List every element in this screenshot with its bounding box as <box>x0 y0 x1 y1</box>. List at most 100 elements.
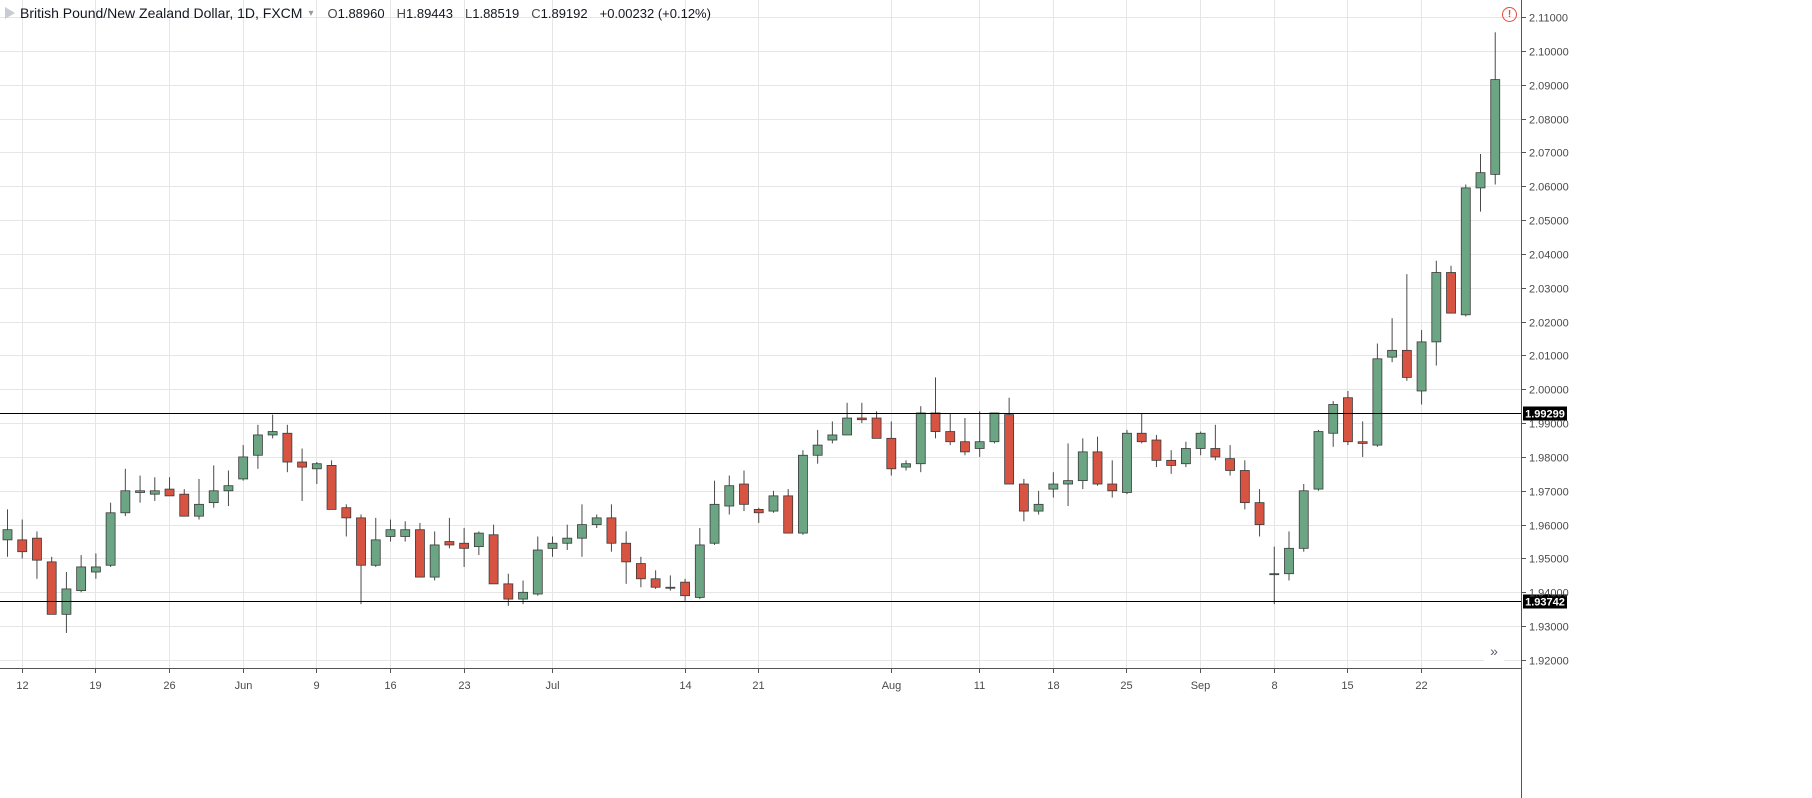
candle-body <box>194 503 204 517</box>
candle <box>518 580 528 605</box>
candle-body <box>120 490 131 514</box>
candle <box>1446 265 1456 314</box>
candle <box>370 517 381 567</box>
horizontal-lines[interactable]: 1.99299 1.93742 <box>0 406 1567 609</box>
time-tick-label: Jul <box>545 680 559 692</box>
candle <box>341 504 352 537</box>
candle-body <box>444 541 455 546</box>
candle <box>503 573 514 606</box>
time-tick-label: 15 <box>1341 680 1353 692</box>
candle-body <box>32 537 42 561</box>
candle-body <box>753 509 764 514</box>
chevron-down-icon[interactable]: ▾ <box>308 7 314 19</box>
candle <box>1048 472 1059 498</box>
candle <box>1387 318 1398 363</box>
candle-body <box>253 434 263 456</box>
candle-body <box>1372 358 1383 446</box>
price-tick-label: 2.03000 <box>1529 284 1569 296</box>
candle <box>135 475 145 503</box>
price-axis[interactable]: 2.11000 2.10000 2.09000 2.08000 2.07000 2.060… <box>1521 0 1569 798</box>
candle <box>488 524 499 585</box>
candle-body <box>665 586 676 589</box>
double-chevron-right-icon[interactable]: » <box>1481 639 1507 665</box>
candle <box>1004 397 1015 485</box>
candle <box>473 531 484 556</box>
candle <box>635 556 646 588</box>
candle-body <box>1416 341 1427 392</box>
horizontal-line-price-label: 1.99299 <box>1525 409 1565 421</box>
candle-body <box>945 431 956 443</box>
candle-body <box>1063 480 1073 485</box>
candle <box>562 524 573 551</box>
candle <box>783 489 794 534</box>
candle-body <box>1004 414 1015 485</box>
price-tick-label: 2.11000 <box>1529 13 1568 25</box>
candle <box>238 445 249 481</box>
candle <box>989 412 1000 444</box>
candle-body <box>1343 397 1353 443</box>
price-tick-label: 2.01000 <box>1529 351 1569 363</box>
candle-body <box>1018 483 1029 512</box>
time-tick-label: 26 <box>163 680 175 692</box>
candle-body <box>1033 503 1044 512</box>
candle-body <box>267 431 278 436</box>
candle-body <box>370 539 381 566</box>
candle-body <box>1136 432 1147 443</box>
candle <box>164 477 175 497</box>
candle-body <box>1092 451 1103 485</box>
candle <box>650 570 661 589</box>
price-tick-label: 1.99000 <box>1529 419 1569 431</box>
time-tick-label: 22 <box>1415 680 1427 692</box>
candle <box>1460 184 1471 317</box>
candle <box>753 507 764 523</box>
price-tick-label: 2.00000 <box>1529 385 1569 397</box>
candle <box>1475 154 1486 212</box>
candle-body <box>17 539 28 553</box>
candle-body <box>960 441 970 453</box>
candle <box>1181 441 1191 468</box>
candle <box>282 424 293 473</box>
candle <box>665 575 676 591</box>
candle-body <box>1225 458 1235 471</box>
time-tick-label: Sep <box>1191 680 1211 692</box>
warning-circle-icon[interactable]: ! <box>1502 7 1517 22</box>
candle-body <box>532 549 543 595</box>
candle-body <box>974 441 985 449</box>
candle-body <box>1151 439 1162 461</box>
candle <box>179 489 190 517</box>
candle <box>915 406 926 473</box>
horizontal-line-price-badge <box>1523 406 1567 421</box>
candle <box>930 377 941 439</box>
time-axis[interactable]: 12 19 26 Jun 9 16 23 Jul 14 21 Aug 11 18 25 Sep 8 15 22 <box>0 668 1521 692</box>
time-tick-label: 12 <box>16 680 28 692</box>
price-tick-label: 1.98000 <box>1529 453 1569 465</box>
candle-body <box>1210 448 1221 458</box>
candle <box>120 468 131 517</box>
candle <box>974 411 985 457</box>
candle-body <box>208 490 219 504</box>
candle <box>1298 484 1309 552</box>
candle <box>1107 460 1118 498</box>
candle-body <box>1181 448 1191 465</box>
candle-body <box>812 444 823 456</box>
candle-body <box>473 532 484 548</box>
candle <box>90 553 101 579</box>
candle <box>1269 546 1280 605</box>
chart-legend: British Pound/New Zealand Dollar, 1D, FX… <box>4 3 711 23</box>
price-tick-label: 2.07000 <box>1529 148 1569 160</box>
candle-body <box>1284 547 1294 575</box>
candle <box>1239 460 1250 510</box>
candle <box>945 412 956 446</box>
candle-body <box>709 503 720 544</box>
ohlc-low: L1.88519 <box>465 5 520 21</box>
symbol-title[interactable]: British Pound/New Zealand Dollar, 1D, FX… <box>20 5 303 21</box>
candle <box>1122 429 1132 495</box>
candle <box>267 414 278 439</box>
candle-body <box>1328 404 1339 434</box>
candle <box>76 555 87 593</box>
candle <box>1284 531 1294 581</box>
candle-body <box>1122 432 1132 493</box>
candle-body <box>621 542 632 563</box>
candle-body <box>1431 272 1442 343</box>
